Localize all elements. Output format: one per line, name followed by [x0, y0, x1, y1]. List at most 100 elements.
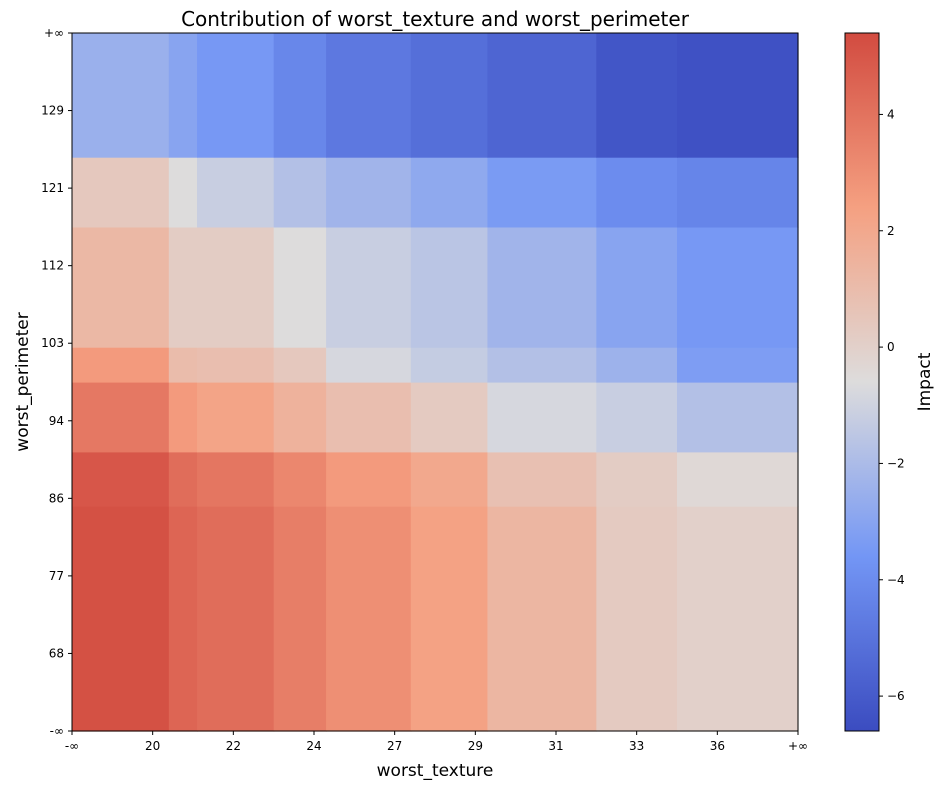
colorbar-tick-label: 2 [887, 224, 895, 238]
heatmap-cell [197, 157, 275, 228]
heatmap-cell [326, 506, 412, 732]
heatmap-cell [168, 226, 198, 348]
heatmap-cell [596, 157, 678, 228]
heatmap-cell [197, 226, 275, 348]
heatmap-cell [197, 451, 275, 507]
chart-title: Contribution of worst_texture and worst_… [181, 7, 690, 31]
heatmap-cell [677, 382, 799, 453]
heatmap-cell [168, 33, 198, 158]
heatmap-cell [596, 382, 678, 453]
heatmap-cell [410, 347, 489, 383]
heatmap-cell [487, 157, 597, 228]
y-tick-label: 129 [41, 104, 64, 118]
heatmap-cell [596, 451, 678, 507]
heatmap-cell [326, 157, 412, 228]
colorbar-tick-label: 0 [887, 340, 895, 354]
heatmap-cell [72, 33, 170, 158]
heatmap-cell [197, 506, 275, 732]
heatmap-cell [410, 33, 489, 158]
heatmap-cell [273, 157, 327, 228]
heatmap-cell [72, 451, 170, 507]
colorbar-tick-label: 4 [887, 107, 895, 121]
x-tick-label: 24 [306, 739, 321, 753]
heatmap-cell [168, 506, 198, 732]
heatmap-cell [273, 347, 327, 383]
heatmap-cell [596, 506, 678, 732]
heatmap-cell [72, 506, 170, 732]
colorbar [844, 32, 880, 732]
heatmap-cell [273, 451, 327, 507]
heatmap-cell [487, 347, 597, 383]
heatmap-cells [72, 33, 799, 732]
heatmap-cell [410, 157, 489, 228]
heatmap-cell [487, 226, 597, 348]
heatmap-cell [487, 506, 597, 732]
heatmap-cell [273, 226, 327, 348]
x-axis-label: worst_texture [377, 761, 494, 781]
heatmap-cell [197, 347, 275, 383]
colorbar-ticks: 4 2 0 −2 −4 −6 [879, 107, 905, 703]
heatmap-cell [677, 451, 799, 507]
heatmap-cell [487, 382, 597, 453]
heatmap-cell [197, 33, 275, 158]
y-tick-label: -∞ [50, 724, 64, 738]
x-axis: -∞ 20 22 24 27 29 31 33 36 +∞ [65, 731, 808, 753]
x-tick-label: 22 [226, 739, 241, 753]
heatmap-cell [596, 347, 678, 383]
x-tick-label: 27 [387, 739, 402, 753]
heatmap-cell [168, 157, 198, 228]
heatmap-cell [72, 347, 170, 383]
heatmap-cell [596, 226, 678, 348]
heatmap-cell [168, 451, 198, 507]
y-tick-label: 77 [49, 569, 64, 583]
heatmap-cell [487, 451, 597, 507]
heatmap-cell [72, 382, 170, 453]
x-tick-label: 36 [710, 739, 725, 753]
x-tick-label: 31 [548, 739, 563, 753]
heatmap-cell [72, 157, 170, 228]
y-axis-label: worst_perimeter [13, 312, 33, 451]
x-tick-label: +∞ [788, 739, 808, 753]
plot-frame [71, 32, 799, 732]
heatmap-cell [410, 506, 489, 732]
y-tick-label: 103 [41, 336, 64, 350]
heatmap-cell [410, 226, 489, 348]
heatmap-cell [410, 451, 489, 507]
heatmap-cell [596, 33, 678, 158]
y-tick-label: 112 [41, 259, 64, 273]
y-tick-label: 121 [41, 181, 64, 195]
x-tick-label: 20 [145, 739, 160, 753]
heatmap-cell [326, 226, 412, 348]
heatmap-cell [326, 382, 412, 453]
heatmap-cell [326, 451, 412, 507]
heatmap-cell [326, 33, 412, 158]
colorbar-tick-label: −2 [887, 456, 905, 470]
heatmap-cell [326, 347, 412, 383]
heatmap-cell [677, 347, 799, 383]
heatmap-cell [273, 33, 327, 158]
heatmap-cell [197, 382, 275, 453]
x-tick-label: 29 [468, 739, 483, 753]
heatmap-cell [677, 226, 799, 348]
heatmap-cell [677, 33, 799, 158]
y-tick-label: 68 [49, 646, 64, 660]
y-tick-label: 94 [49, 414, 64, 428]
colorbar-label: Impact [915, 352, 935, 411]
heatmap-cell [72, 226, 170, 348]
heatmap-cell [677, 506, 799, 732]
heatmap-cell [410, 382, 489, 453]
colorbar-tick-label: −6 [887, 689, 905, 703]
heatmap-cell [487, 33, 597, 158]
y-tick-label: 86 [49, 491, 64, 505]
x-tick-label: -∞ [65, 739, 79, 753]
heatmap-cell [273, 506, 327, 732]
heatmap-cell [168, 382, 198, 453]
colorbar-tick-label: −4 [887, 573, 905, 587]
heatmap-cell [677, 157, 799, 228]
y-axis: -∞ 68 77 86 94 103 112 121 129 +∞ [41, 26, 72, 738]
heatmap-cell [168, 347, 198, 383]
y-tick-label: +∞ [44, 26, 64, 40]
x-tick-label: 33 [629, 739, 644, 753]
heatmap-cell [273, 382, 327, 453]
